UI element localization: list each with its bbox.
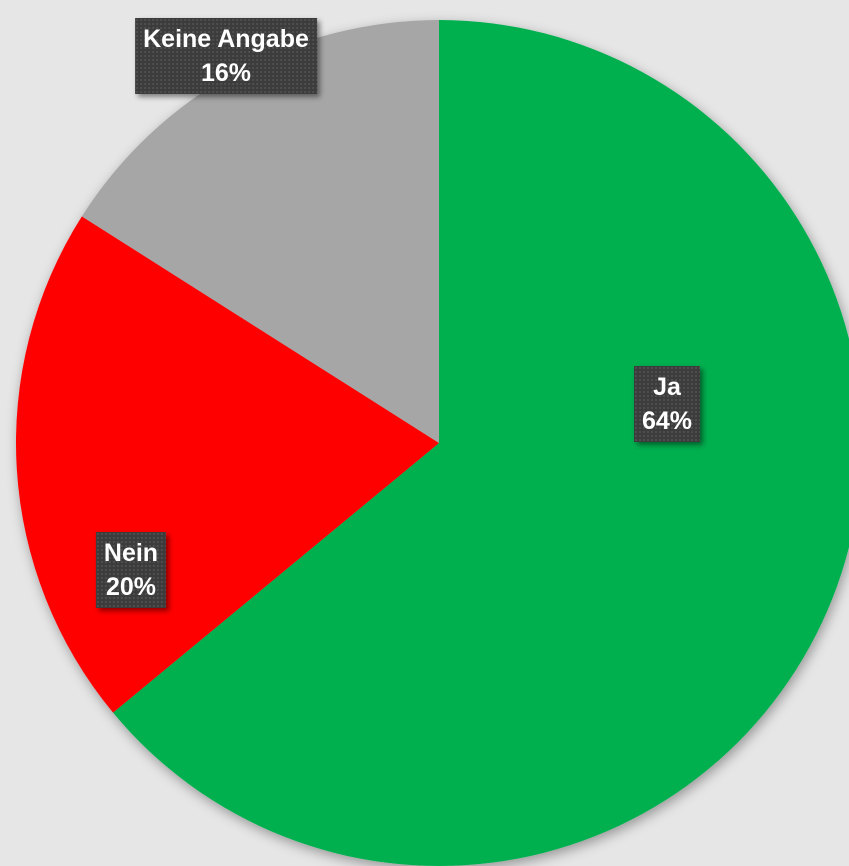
pie-slice-keine-angabe — [81, 20, 439, 443]
data-label-nein-name: Nein — [103, 539, 159, 567]
data-label-keine-angabe-name: Keine Angabe — [143, 25, 309, 53]
data-label-keine-angabe-value: 16% — [200, 59, 252, 87]
data-label-nein: Nein 20% — [95, 532, 167, 608]
data-label-keine-angabe: Keine Angabe 16% — [135, 18, 317, 94]
pie-slices — [16, 20, 849, 866]
data-label-nein-value: 20% — [105, 573, 157, 601]
pie-slice-ja — [113, 20, 849, 866]
data-label-ja-name: Ja — [653, 373, 681, 401]
data-label-ja: Ja 64% — [633, 366, 701, 442]
data-label-ja-value: 64% — [641, 407, 693, 435]
